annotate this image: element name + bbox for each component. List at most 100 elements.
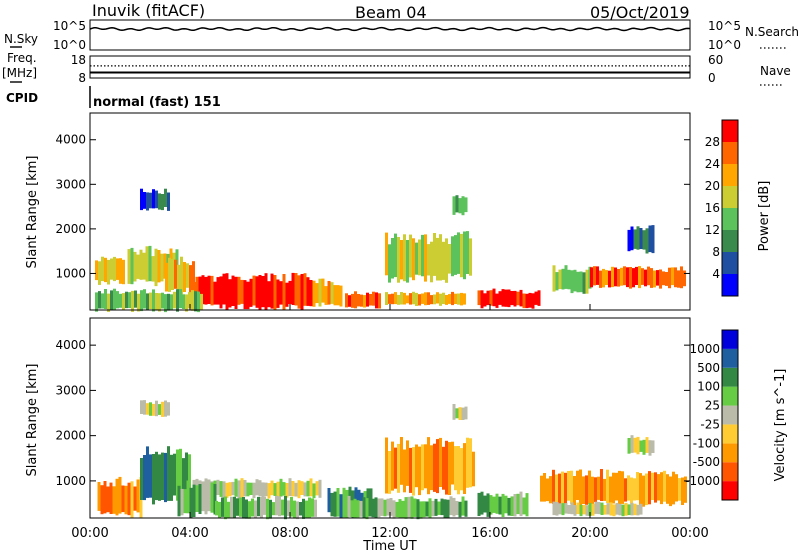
- data-cell: [243, 480, 247, 497]
- data-cell: [403, 292, 406, 305]
- data-cell: [469, 438, 472, 488]
- data-cell: [118, 476, 122, 514]
- nsky-label: N.Sky: [4, 32, 38, 46]
- data-cell: [451, 236, 454, 277]
- data-cell: [404, 497, 408, 519]
- data-cell: [452, 404, 456, 420]
- data-cell: [585, 269, 589, 294]
- colorbar-tick: -1000: [685, 474, 720, 488]
- data-cell: [167, 293, 170, 311]
- nsky-series-line: [89, 26, 691, 32]
- data-cell: [522, 497, 526, 515]
- data-region: [192, 272, 313, 311]
- data-cell: [385, 292, 388, 305]
- data-cell: [249, 278, 253, 307]
- data-cell: [296, 501, 299, 520]
- data-cell: [285, 483, 289, 498]
- data-region: [385, 291, 466, 306]
- data-cell: [161, 452, 164, 500]
- power-colorbar: 4 8 12 16 20 24 28: [705, 119, 739, 297]
- data-cell: [288, 478, 292, 496]
- data-cell: [388, 451, 391, 494]
- data-cell: [498, 496, 502, 515]
- data-cell: [412, 447, 415, 496]
- data-cell: [449, 496, 453, 516]
- data-cell: [188, 292, 191, 309]
- data-cell: [410, 496, 414, 519]
- data-region: [97, 476, 143, 519]
- data-cell: [454, 235, 457, 275]
- time-xaxis: 00:00 04:00 08:00 12:00 16:00 20:00 00:00: [71, 304, 709, 541]
- data-cell: [321, 278, 325, 303]
- data-cell: [412, 291, 415, 305]
- data-cell: [230, 496, 233, 519]
- data-cell: [288, 280, 292, 304]
- data-cell: [537, 290, 541, 306]
- data-cell: [424, 234, 427, 282]
- data-cell: [359, 500, 363, 517]
- data-cell: [516, 493, 520, 515]
- data-cell: [207, 275, 211, 304]
- data-cell: [146, 446, 149, 498]
- data-cell: [489, 495, 493, 515]
- data-cell: [651, 225, 655, 254]
- data-cell: [406, 240, 409, 283]
- data-cell: [377, 498, 381, 518]
- data-region: [345, 291, 381, 309]
- data-cell: [261, 276, 265, 308]
- nave-ytick-top: 60: [708, 53, 723, 67]
- data-cell: [480, 290, 484, 309]
- colorbar-tick: -500: [693, 455, 720, 469]
- data-cell: [418, 239, 421, 276]
- data-cell: [394, 292, 397, 305]
- data-cell: [555, 272, 559, 291]
- data-cell: [540, 475, 543, 502]
- data-cell: [113, 288, 116, 310]
- power-yaxis: 1000 2000 3000 4000: [55, 133, 690, 280]
- velocity-ylabel: Slant Range [km]: [25, 364, 40, 477]
- data-cell: [439, 437, 442, 487]
- colorbar-tick: 12: [705, 223, 720, 237]
- data-cell: [110, 290, 113, 310]
- data-cell: [612, 504, 616, 517]
- data-cell: [284, 495, 287, 520]
- data-cell: [225, 273, 229, 311]
- data-cell: [665, 272, 668, 286]
- data-cell: [315, 283, 319, 304]
- data-cell: [170, 294, 173, 311]
- data-region: [385, 437, 475, 496]
- data-cell: [458, 407, 462, 420]
- data-cell: [561, 503, 565, 516]
- data-cell: [579, 469, 582, 506]
- data-cell: [398, 499, 402, 518]
- data-cell: [534, 291, 538, 305]
- data-cell: [594, 501, 598, 514]
- data-cell: [248, 501, 251, 519]
- data-cell: [155, 451, 158, 501]
- data-cell: [207, 479, 211, 495]
- data-cell: [463, 293, 466, 305]
- data-cell: [455, 408, 459, 419]
- data-cell: [466, 231, 469, 274]
- data-cell: [567, 505, 571, 514]
- data-cell: [255, 479, 259, 496]
- nsky-panel: 10^5 10^0 10^5 10^0: [53, 19, 741, 52]
- data-cell: [624, 478, 627, 502]
- data-cell: [109, 482, 113, 514]
- beam-title: Beam 04: [355, 3, 427, 22]
- xtick-label: 00:00: [671, 526, 708, 541]
- data-cell: [291, 481, 295, 497]
- data-cell: [300, 274, 304, 311]
- data-cell: [219, 276, 223, 309]
- data-cell: [267, 483, 271, 499]
- data-cell: [419, 501, 423, 519]
- data-cell: [507, 497, 511, 516]
- data-cell: [608, 270, 611, 288]
- data-cell: [528, 292, 532, 308]
- data-cell: [486, 290, 490, 306]
- data-cell: [119, 293, 122, 308]
- data-cell: [412, 238, 415, 281]
- data-cell: [614, 267, 617, 287]
- data-cell: [605, 270, 608, 285]
- data-cell: [152, 289, 155, 312]
